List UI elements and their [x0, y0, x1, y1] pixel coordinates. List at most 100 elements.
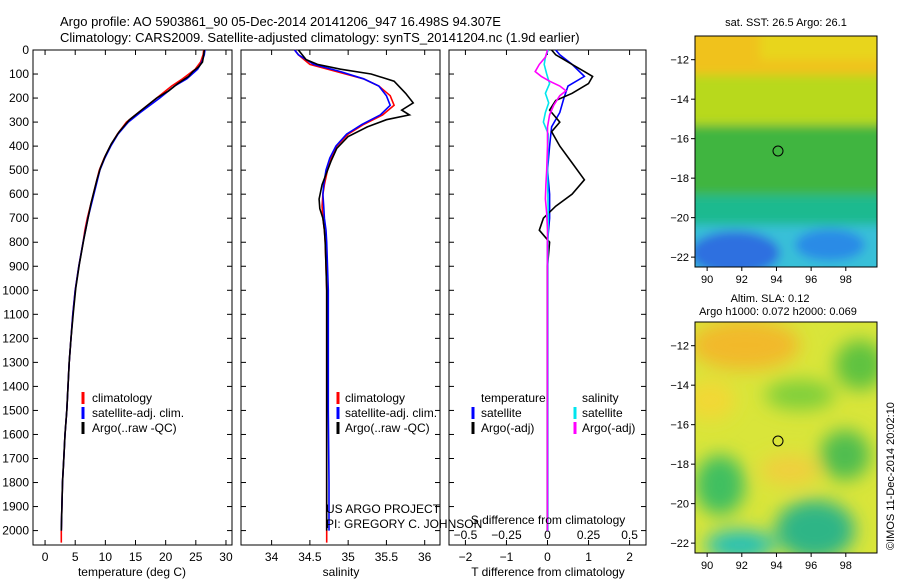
x-tick-label: 15: [129, 550, 143, 564]
header-line-2: Climatology: CARS2009. Satellite-adjuste…: [60, 30, 580, 45]
series-climatology: [293, 49, 396, 543]
y-tick-label: 1300: [2, 355, 29, 369]
x-tick-label: 0: [42, 550, 49, 564]
map-y-tick-label: −20: [670, 499, 689, 511]
y-tick-label: 300: [9, 115, 29, 129]
x-tick-label: 25: [189, 550, 203, 564]
s-tick-label: −0.5: [454, 528, 478, 542]
sst-map: 90 92 94 96 98 −12 −14 −16 −18 −20 −22: [670, 35, 878, 286]
sla-map: 90 92 94 96 98 −12 −14 −16 −18 −20 −22: [670, 321, 878, 572]
map-y-tick-label: −18: [670, 459, 689, 471]
s-tick-label: −0.25: [491, 528, 522, 542]
temperature-axis-label: temperature (deg C): [78, 565, 186, 579]
y-tick-label: 1400: [2, 379, 29, 393]
map-x-tick-label: 90: [701, 274, 713, 286]
legend-label-s-argo: Argo(-adj): [582, 421, 635, 435]
map-y-tick-label: −22: [670, 538, 689, 550]
temperature-legend: climatology satellite-adj. clim. Argo(..…: [81, 391, 184, 435]
difference-plot: −2 −1 0 1 2 −0.5 −0.25 0 0.25 0.5: [449, 49, 646, 564]
series-satellite: [60, 49, 206, 531]
imos-timestamp: ©IMOS 11-Dec-2014 20:02:10: [885, 402, 897, 550]
y-tick-label: 1000: [2, 283, 29, 297]
y-tick-label: 100: [9, 67, 29, 81]
x-tick-label: −2: [459, 550, 473, 564]
legend-label-climatology: climatology: [345, 391, 405, 405]
s-difference-axis-label: S difference from climatology: [471, 513, 626, 527]
map-y-tick-label: −14: [670, 94, 689, 106]
t-difference-axis-label: T difference from climatology: [471, 565, 625, 579]
y-tick-label: 2000: [2, 524, 29, 538]
legend-label-t-argo: Argo(-adj): [481, 421, 534, 435]
x-tick-label: 2: [626, 550, 633, 564]
map-x-tick-label: 92: [736, 560, 748, 572]
y-tick-label: 1700: [2, 451, 29, 465]
header-line-1: Argo profile: AO 5903861_90 05-Dec-2014 …: [60, 14, 501, 29]
x-tick-label: 34.5: [298, 550, 322, 564]
map-x-tick-label: 94: [770, 560, 782, 572]
s-tick-label: 0.25: [577, 528, 601, 542]
y-tick-label: 500: [9, 163, 29, 177]
series-t-satellite: [546, 49, 586, 531]
sla-argo-location-marker: [772, 435, 784, 447]
legend-title-temperature: temperature: [481, 391, 546, 405]
series-climatology: [60, 49, 205, 543]
legend-label-satellite: satellite-adj. clim.: [345, 406, 437, 420]
map-x-tick-label: 98: [840, 274, 852, 286]
map-y-tick-label: −18: [670, 173, 689, 185]
map-x-tick-label: 96: [805, 274, 817, 286]
y-tick-label: 700: [9, 211, 29, 225]
y-tick-label: 1800: [2, 476, 29, 490]
sst-argo-location-marker: [772, 145, 784, 157]
y-tick-label: 200: [9, 91, 29, 105]
sst-map-axes: 90 92 94 96 98 −12 −14 −16 −18 −20 −22: [670, 55, 852, 286]
series-argo: [60, 49, 206, 531]
x-tick-label: 10: [99, 550, 113, 564]
y-tick-label: 400: [9, 139, 29, 153]
temperature-panel-frame: [32, 49, 233, 546]
legend-title-salinity: salinity: [582, 391, 619, 405]
salinity-plot: 34 34.5 35 35.5 36: [241, 49, 440, 564]
x-tick-label: 0: [544, 550, 551, 564]
x-tick-label: −1: [500, 550, 514, 564]
temperature-plot: 0 5 10 15 20 25 300100200300400500600700800900…: [2, 43, 233, 564]
x-tick-label: 35.5: [375, 550, 399, 564]
sst-map-title: sat. SST: 26.5 Argo: 26.1: [725, 17, 847, 29]
y-tick-label: 600: [9, 187, 29, 201]
map-y-tick-label: −14: [670, 380, 689, 392]
x-tick-label: 5: [72, 550, 79, 564]
y-tick-label: 800: [9, 235, 29, 249]
x-tick-label: 35: [341, 550, 355, 564]
x-tick-label: 36: [418, 550, 432, 564]
y-tick-label: 1600: [2, 427, 29, 441]
salinity-legend: climatology satellite-adj. clim. Argo(..…: [336, 391, 437, 435]
map-x-tick-label: 94: [770, 274, 782, 286]
map-y-tick-label: −12: [670, 55, 689, 67]
y-tick-label: 900: [9, 259, 29, 273]
legend-label-argo: Argo(..raw -QC): [92, 421, 177, 435]
y-tick-label: 1900: [2, 500, 29, 514]
y-tick-label: 1100: [3, 307, 29, 321]
map-y-tick-label: −12: [670, 341, 689, 353]
s-tick-label: 0: [544, 528, 551, 542]
map-x-tick-label: 96: [805, 560, 817, 572]
map-y-tick-label: −16: [670, 420, 689, 432]
series-t-argo: [538, 49, 594, 531]
s-tick-label: 0.5: [621, 528, 638, 542]
map-x-tick-label: 98: [840, 560, 852, 572]
sla-map-axes: 90 92 94 96 98 −12 −14 −16 −18 −20 −22: [670, 341, 852, 572]
sla-map-subtitle: Argo h1000: 0.072 h2000: 0.069: [699, 306, 857, 318]
series-s-argo: [534, 49, 568, 531]
series-satellite: [293, 49, 392, 531]
pi-credit: PI: GREGORY C. JOHNSON: [326, 517, 482, 531]
map-y-tick-label: −22: [670, 252, 689, 264]
salinity-axis-label: salinity: [323, 565, 360, 579]
salinity-panel-frame: [240, 49, 441, 546]
legend-label-t-satellite: satellite: [481, 406, 522, 420]
legend-label-climatology: climatology: [92, 391, 152, 405]
y-tick-label: 0: [22, 43, 29, 57]
x-tick-label: 1: [585, 550, 592, 564]
series-argo: [297, 49, 415, 531]
map-y-tick-label: −16: [670, 134, 689, 146]
y-tick-label: 1500: [2, 403, 29, 417]
